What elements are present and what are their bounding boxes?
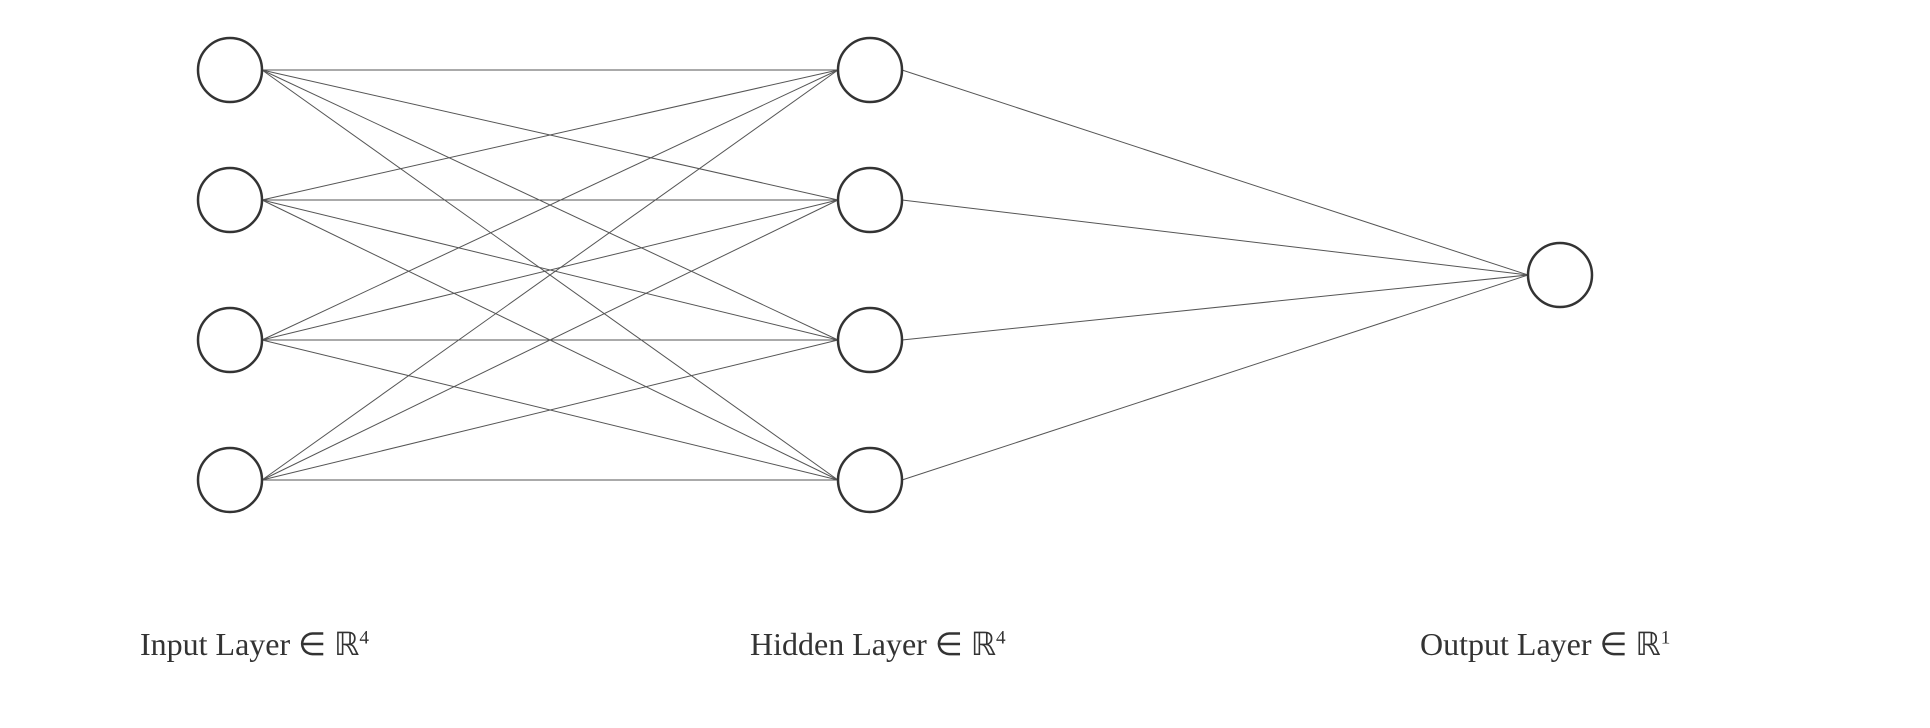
input-node xyxy=(198,168,262,232)
hidden-node xyxy=(838,448,902,512)
hidden-layer-label-set: ℝ xyxy=(971,626,996,662)
hidden-layer-label-prefix: Hidden Layer ∈ xyxy=(750,626,971,662)
input-layer-label-prefix: Input Layer ∈ xyxy=(140,626,334,662)
hidden-layer-label-sup: 4 xyxy=(996,627,1006,648)
input-layer-label-sup: 4 xyxy=(359,627,369,648)
output-layer-label-sup: 1 xyxy=(1661,627,1671,648)
output-node xyxy=(1528,243,1592,307)
hidden-node xyxy=(838,308,902,372)
input-node xyxy=(198,448,262,512)
network-svg xyxy=(0,0,1930,728)
output-layer-label-set: ℝ xyxy=(1635,626,1660,662)
edge xyxy=(902,200,1528,275)
edge xyxy=(902,275,1528,480)
edge xyxy=(902,275,1528,340)
input-node xyxy=(198,308,262,372)
input-layer-label: Input Layer ∈ ℝ4 xyxy=(140,625,369,663)
output-layer-label-prefix: Output Layer ∈ xyxy=(1420,626,1635,662)
output-layer-label: Output Layer ∈ ℝ1 xyxy=(1420,625,1670,663)
input-node xyxy=(198,38,262,102)
edge xyxy=(902,70,1528,275)
neural-network-diagram: Input Layer ∈ ℝ4 Hidden Layer ∈ ℝ4 Outpu… xyxy=(0,0,1930,728)
hidden-layer-label: Hidden Layer ∈ ℝ4 xyxy=(750,625,1006,663)
input-layer-label-set: ℝ xyxy=(334,626,359,662)
hidden-node xyxy=(838,38,902,102)
hidden-node xyxy=(838,168,902,232)
